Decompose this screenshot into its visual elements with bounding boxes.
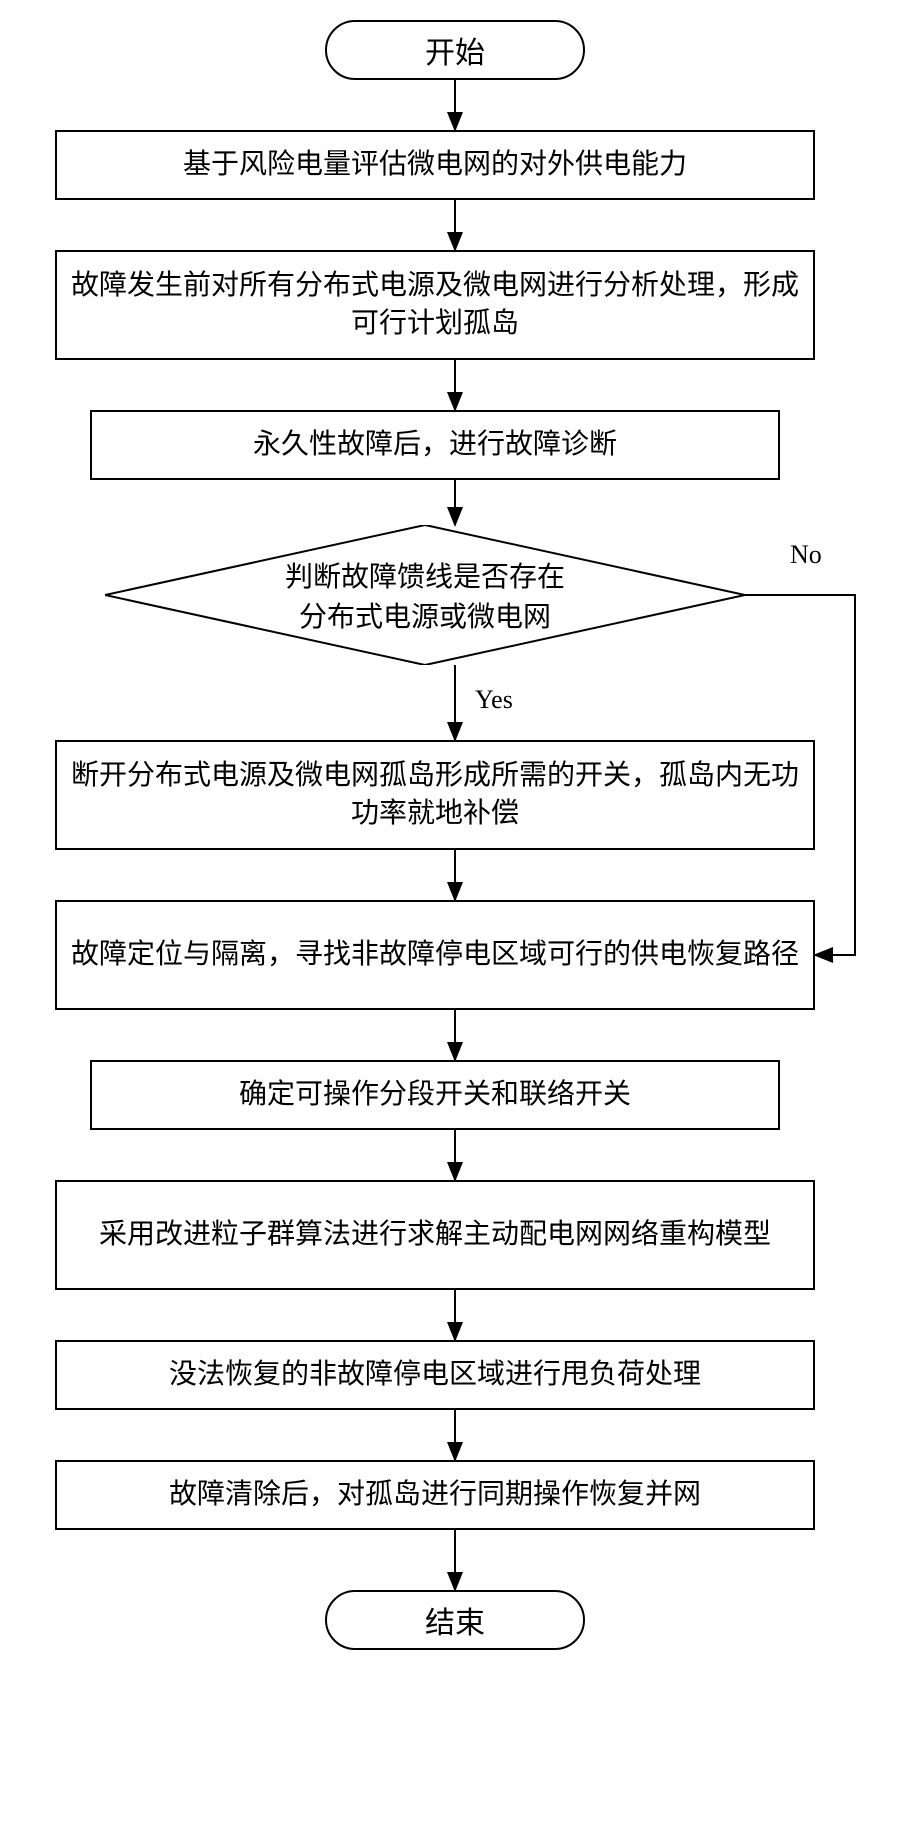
- end-label: 结束: [425, 1598, 485, 1642]
- start-node: 开始: [325, 20, 585, 80]
- end-node: 结束: [325, 1590, 585, 1650]
- process-n5: 故障定位与隔离，寻找非故障停电区域可行的供电恢复路径: [55, 900, 815, 1010]
- process-n7: 采用改进粒子群算法进行求解主动配电网网络重构模型: [55, 1180, 815, 1290]
- decision-d1: 判断故障馈线是否存在 分布式电源或微电网: [105, 525, 745, 665]
- n9-label: 故障清除后，对孤岛进行同期操作恢复并网: [169, 1476, 701, 1514]
- n8-label: 没法恢复的非故障停电区域进行甩负荷处理: [169, 1356, 701, 1394]
- process-n4: 断开分布式电源及微电网孤岛形成所需的开关，孤岛内无功功率就地补偿: [55, 740, 815, 850]
- n2-label: 故障发生前对所有分布式电源及微电网进行分析处理，形成可行计划孤岛: [71, 267, 799, 343]
- n3-label: 永久性故障后，进行故障诊断: [253, 426, 617, 464]
- process-n6: 确定可操作分段开关和联络开关: [90, 1060, 780, 1130]
- process-n8: 没法恢复的非故障停电区域进行甩负荷处理: [55, 1340, 815, 1410]
- process-n3: 永久性故障后，进行故障诊断: [90, 410, 780, 480]
- process-n9: 故障清除后，对孤岛进行同期操作恢复并网: [55, 1460, 815, 1530]
- process-n2: 故障发生前对所有分布式电源及微电网进行分析处理，形成可行计划孤岛: [55, 250, 815, 360]
- n5-label: 故障定位与隔离，寻找非故障停电区域可行的供电恢复路径: [71, 936, 799, 974]
- d1-label: 判断故障馈线是否存在 分布式电源或微电网: [285, 555, 565, 635]
- n7-label: 采用改进粒子群算法进行求解主动配电网网络重构模型: [99, 1216, 771, 1254]
- process-n1: 基于风险电量评估微电网的对外供电能力: [55, 130, 815, 200]
- n4-label: 断开分布式电源及微电网孤岛形成所需的开关，孤岛内无功功率就地补偿: [71, 757, 799, 833]
- edge-label-no: No: [790, 540, 822, 570]
- start-label: 开始: [425, 28, 485, 72]
- n6-label: 确定可操作分段开关和联络开关: [239, 1076, 631, 1114]
- edge-label-yes: Yes: [475, 685, 513, 715]
- n1-label: 基于风险电量评估微电网的对外供电能力: [183, 146, 687, 184]
